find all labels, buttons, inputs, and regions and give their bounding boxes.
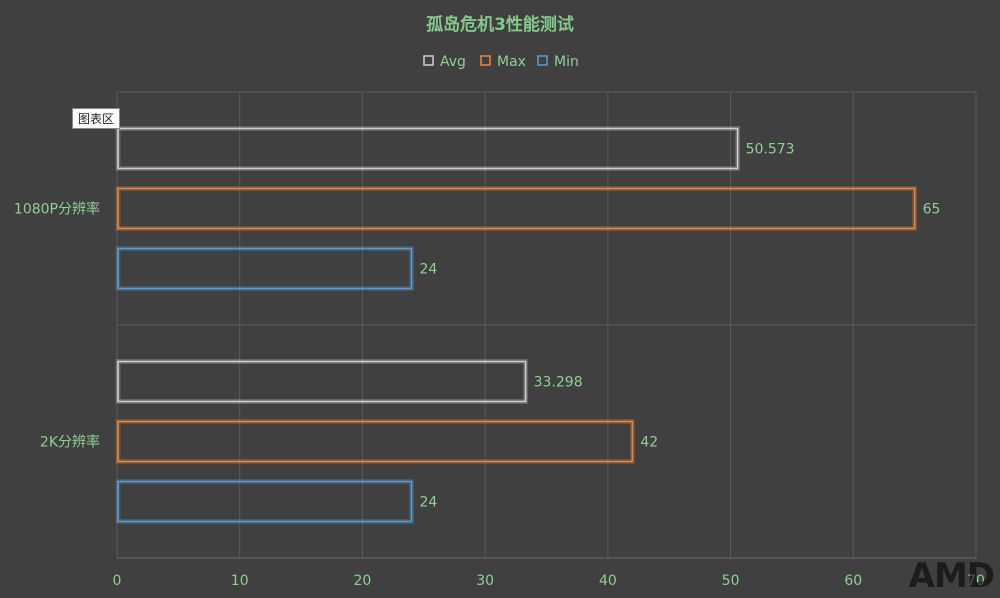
- bar-max-0: [117, 187, 916, 230]
- bar-glow: [115, 479, 415, 524]
- x-tick-label: 0: [113, 573, 122, 589]
- x-tick-label: 70: [967, 573, 985, 589]
- chart-title: 孤岛危机3性能测试: [426, 14, 574, 35]
- bar-glow: [115, 246, 415, 291]
- x-tick-label: 20: [354, 573, 372, 589]
- legend-label-min: Min: [554, 54, 579, 70]
- x-tick-label: 30: [476, 573, 494, 589]
- data-label: 50.573: [746, 142, 795, 158]
- bar-avg-1: [117, 360, 527, 403]
- bar-glow: [115, 126, 741, 171]
- bar-glow: [115, 186, 918, 231]
- category-label: 1080P分辨率: [14, 201, 100, 218]
- bar-max-1: [117, 420, 634, 463]
- y-axis-categories: 1080P分辨率 2K分辨率: [14, 201, 100, 451]
- legend-swatch-min: [537, 55, 548, 66]
- bar-glow: [115, 419, 635, 464]
- x-tick-label: 50: [722, 573, 740, 589]
- bars: [115, 126, 918, 524]
- data-label: 65: [923, 202, 941, 218]
- x-tick-label: 40: [599, 573, 617, 589]
- legend: Avg Max Min: [423, 54, 579, 70]
- bar-glow: [115, 359, 529, 404]
- data-label: 33.298: [534, 375, 583, 391]
- data-label: 24: [420, 495, 438, 511]
- data-labels: 50.573 65 24 33.298 42 24: [420, 142, 941, 511]
- bar-min-1: [117, 480, 413, 523]
- amd-logo: AMD: [908, 556, 995, 596]
- gridlines: [116, 91, 977, 559]
- chart-area-tooltip: 图表区: [72, 108, 121, 129]
- legend-label-avg: Avg: [440, 54, 466, 70]
- data-label: 24: [420, 262, 438, 278]
- x-tick-label: 10: [231, 573, 249, 589]
- legend-swatch-max: [480, 55, 491, 66]
- data-label: 42: [640, 435, 658, 451]
- x-axis-ticks: 0 10 20 30 40 50 60 70: [113, 573, 985, 589]
- x-tick-label: 60: [844, 573, 862, 589]
- category-label: 2K分辨率: [40, 434, 100, 451]
- legend-label-max: Max: [497, 54, 526, 70]
- bar-min-0: [117, 247, 413, 290]
- legend-swatch-avg: [423, 55, 434, 66]
- bar-avg-0: [117, 127, 739, 170]
